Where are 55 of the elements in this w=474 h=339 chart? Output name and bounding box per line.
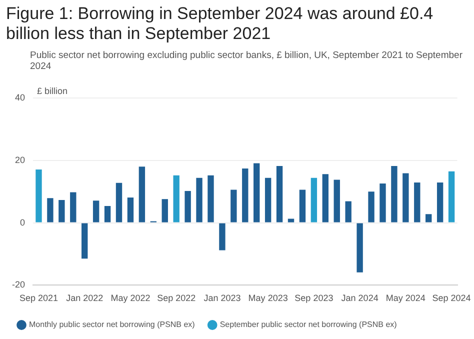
y-tick-label: 0 [20,217,26,228]
bar [162,199,168,222]
bar [402,173,409,222]
chart-subtitle: Public sector net borrowing excluding public sector banks, £ billion, UK, September 2021 to September 2024 [30,50,464,72]
bar [310,178,318,222]
x-tick-label: May 2024 [386,293,426,304]
bar [242,168,248,222]
bar [47,198,54,222]
bar [138,166,146,222]
x-tick-label: Jan 2024 [341,293,378,304]
y-tick-label: 20 [14,154,26,165]
bar [208,175,214,222]
bar [219,223,226,250]
x-tick-label: May 2022 [110,293,150,304]
legend-label: September public sector net borrowing (PSNB ex) [220,320,398,330]
chart-title: Figure 1: Borrowing in September 2024 was around £0.4 billion less than in September 2021 [6,4,434,44]
y-tick-label: -20 [12,280,26,290]
bar [368,192,374,222]
x-tick-label: May 2023 [248,293,288,304]
bar [426,214,432,222]
bar [36,169,42,222]
bar [380,183,386,222]
bar [356,223,363,272]
bar [184,190,191,222]
bar [414,182,420,222]
bar [299,190,306,222]
x-tick-label: Sep 2021 [19,293,58,304]
bar [58,200,65,222]
bar [82,223,88,259]
bar [70,192,76,222]
bar [127,198,134,222]
legend-label: Monthly public sector net borrowing (PSNB ex) [29,320,196,330]
bar [276,166,283,222]
bar [391,166,398,222]
bar [322,174,329,222]
x-tick-label: Jan 2023 [204,293,241,304]
x-tick-label: Jan 2022 [66,293,104,304]
bar [264,178,272,222]
bar [173,175,180,222]
y-axis-title: £ billion [37,86,68,96]
bar [104,206,111,222]
x-tick-label: Sep 2023 [294,293,334,304]
bar [92,200,100,222]
bar [436,182,444,222]
x-tick-label: Sep 2022 [157,293,196,304]
bar [230,190,237,222]
bar [254,163,260,222]
bar [288,218,294,222]
bar [448,171,455,222]
bar [345,201,352,222]
y-tick-label: 40 [14,92,26,102]
bar [334,180,340,222]
bar [116,182,122,222]
x-tick-label: Sep 2024 [432,293,471,304]
bar [196,178,202,222]
